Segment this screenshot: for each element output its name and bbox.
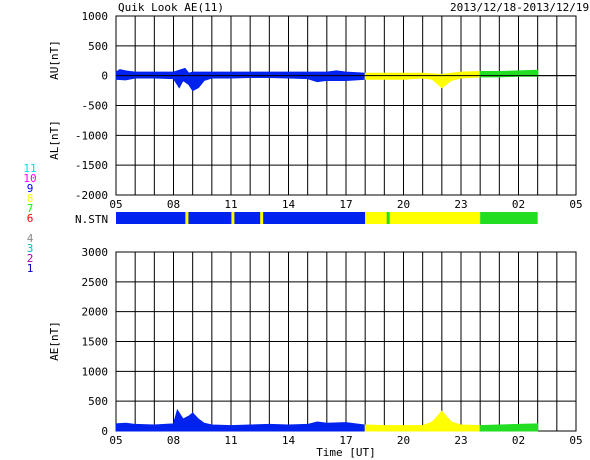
al-axis-label: AL[nT] — [48, 120, 61, 160]
x-tick-label-1-0: 05 — [109, 434, 122, 447]
x-tick-label-0-8: 05 — [569, 198, 582, 211]
y-tick-label-0-0: 1000 — [82, 10, 109, 23]
x-tick-label-0-1: 08 — [167, 198, 180, 211]
legend-station-5: 5 — [26, 222, 34, 235]
x-tick-label-1-3: 14 — [282, 434, 296, 447]
x-tick-label-0-6: 23 — [454, 198, 467, 211]
x-tick-label-1-5: 20 — [397, 434, 410, 447]
nstn-marker-0 — [185, 212, 189, 224]
y-tick-label-1-3: 1500 — [82, 336, 109, 349]
al-series-segment-0 — [115, 75, 366, 92]
station-legend: 11 10 9 8 7 6 5 4 3 2 1 — [20, 162, 40, 275]
nstn-segment-0 — [116, 212, 366, 224]
nstn-marker-1 — [231, 212, 235, 224]
x-tick-label-0-4: 17 — [339, 198, 352, 211]
y-tick-label-0-3: -500 — [82, 100, 109, 113]
ae-series-segment-0 — [115, 408, 366, 432]
nstn-marker-2 — [260, 212, 264, 224]
x-tick-label-1-2: 11 — [224, 434, 237, 447]
nstn-marker-3 — [386, 212, 390, 224]
y-tick-label-0-4: -1000 — [75, 129, 108, 142]
legend-station-9: 9 — [26, 182, 34, 195]
legend-station-7: 7 — [26, 202, 34, 215]
date-range: 2013/12/18-2013/12/19 — [450, 1, 590, 14]
y-tick-label-1-6: 0 — [101, 425, 108, 438]
legend-station-3: 3 — [26, 242, 34, 255]
y-tick-label-0-2: 0 — [101, 70, 108, 83]
legend-station-4: 4 — [26, 232, 34, 245]
y-tick-label-0-1: 500 — [88, 40, 108, 53]
nstn-label: N.STN — [75, 213, 108, 226]
y-tick-label-1-1: 2500 — [82, 276, 109, 289]
x-tick-label-1-4: 17 — [339, 434, 352, 447]
x-tick-label-0-3: 14 — [282, 198, 296, 211]
x-tick-label-1-7: 02 — [512, 434, 525, 447]
x-tick-label-0-2: 11 — [224, 198, 237, 211]
nstn-segment-2 — [480, 212, 538, 224]
legend-station-1: 1 — [26, 262, 34, 275]
ae-axis-label: AE[nT] — [48, 321, 61, 361]
x-tick-label-0-5: 20 — [397, 198, 410, 211]
y-tick-label-0-6: -2000 — [75, 189, 108, 202]
au-series-segment-2 — [479, 69, 539, 77]
x-tick-label-1-8: 05 — [569, 434, 582, 447]
legend-station-10: 10 — [23, 172, 37, 185]
nstn-segment-1 — [365, 212, 481, 224]
y-tick-label-0-5: -1500 — [75, 159, 108, 172]
legend-station-2: 2 — [26, 252, 34, 265]
legend-station-6: 6 — [26, 212, 34, 225]
au-series-segment-0 — [115, 67, 366, 77]
y-tick-label-1-2: 2000 — [82, 306, 109, 319]
au-axis-label: AU[nT] — [48, 40, 61, 80]
y-tick-label-1-5: 500 — [88, 395, 108, 408]
legend-station-8: 8 — [26, 192, 34, 205]
chart-title: Quik Look AE(11) — [118, 1, 224, 14]
legend-station-11: 11 — [23, 162, 37, 175]
x-axis-label: Time [UT] — [316, 446, 376, 459]
y-tick-label-1-4: 1000 — [82, 365, 109, 378]
x-tick-label-1-6: 23 — [454, 434, 467, 447]
x-tick-label-0-0: 05 — [109, 198, 122, 211]
ae-series-segment-2 — [479, 423, 539, 432]
x-tick-label-0-7: 02 — [512, 198, 525, 211]
y-tick-label-1-0: 3000 — [82, 246, 109, 259]
x-tick-label-1-1: 08 — [167, 434, 180, 447]
